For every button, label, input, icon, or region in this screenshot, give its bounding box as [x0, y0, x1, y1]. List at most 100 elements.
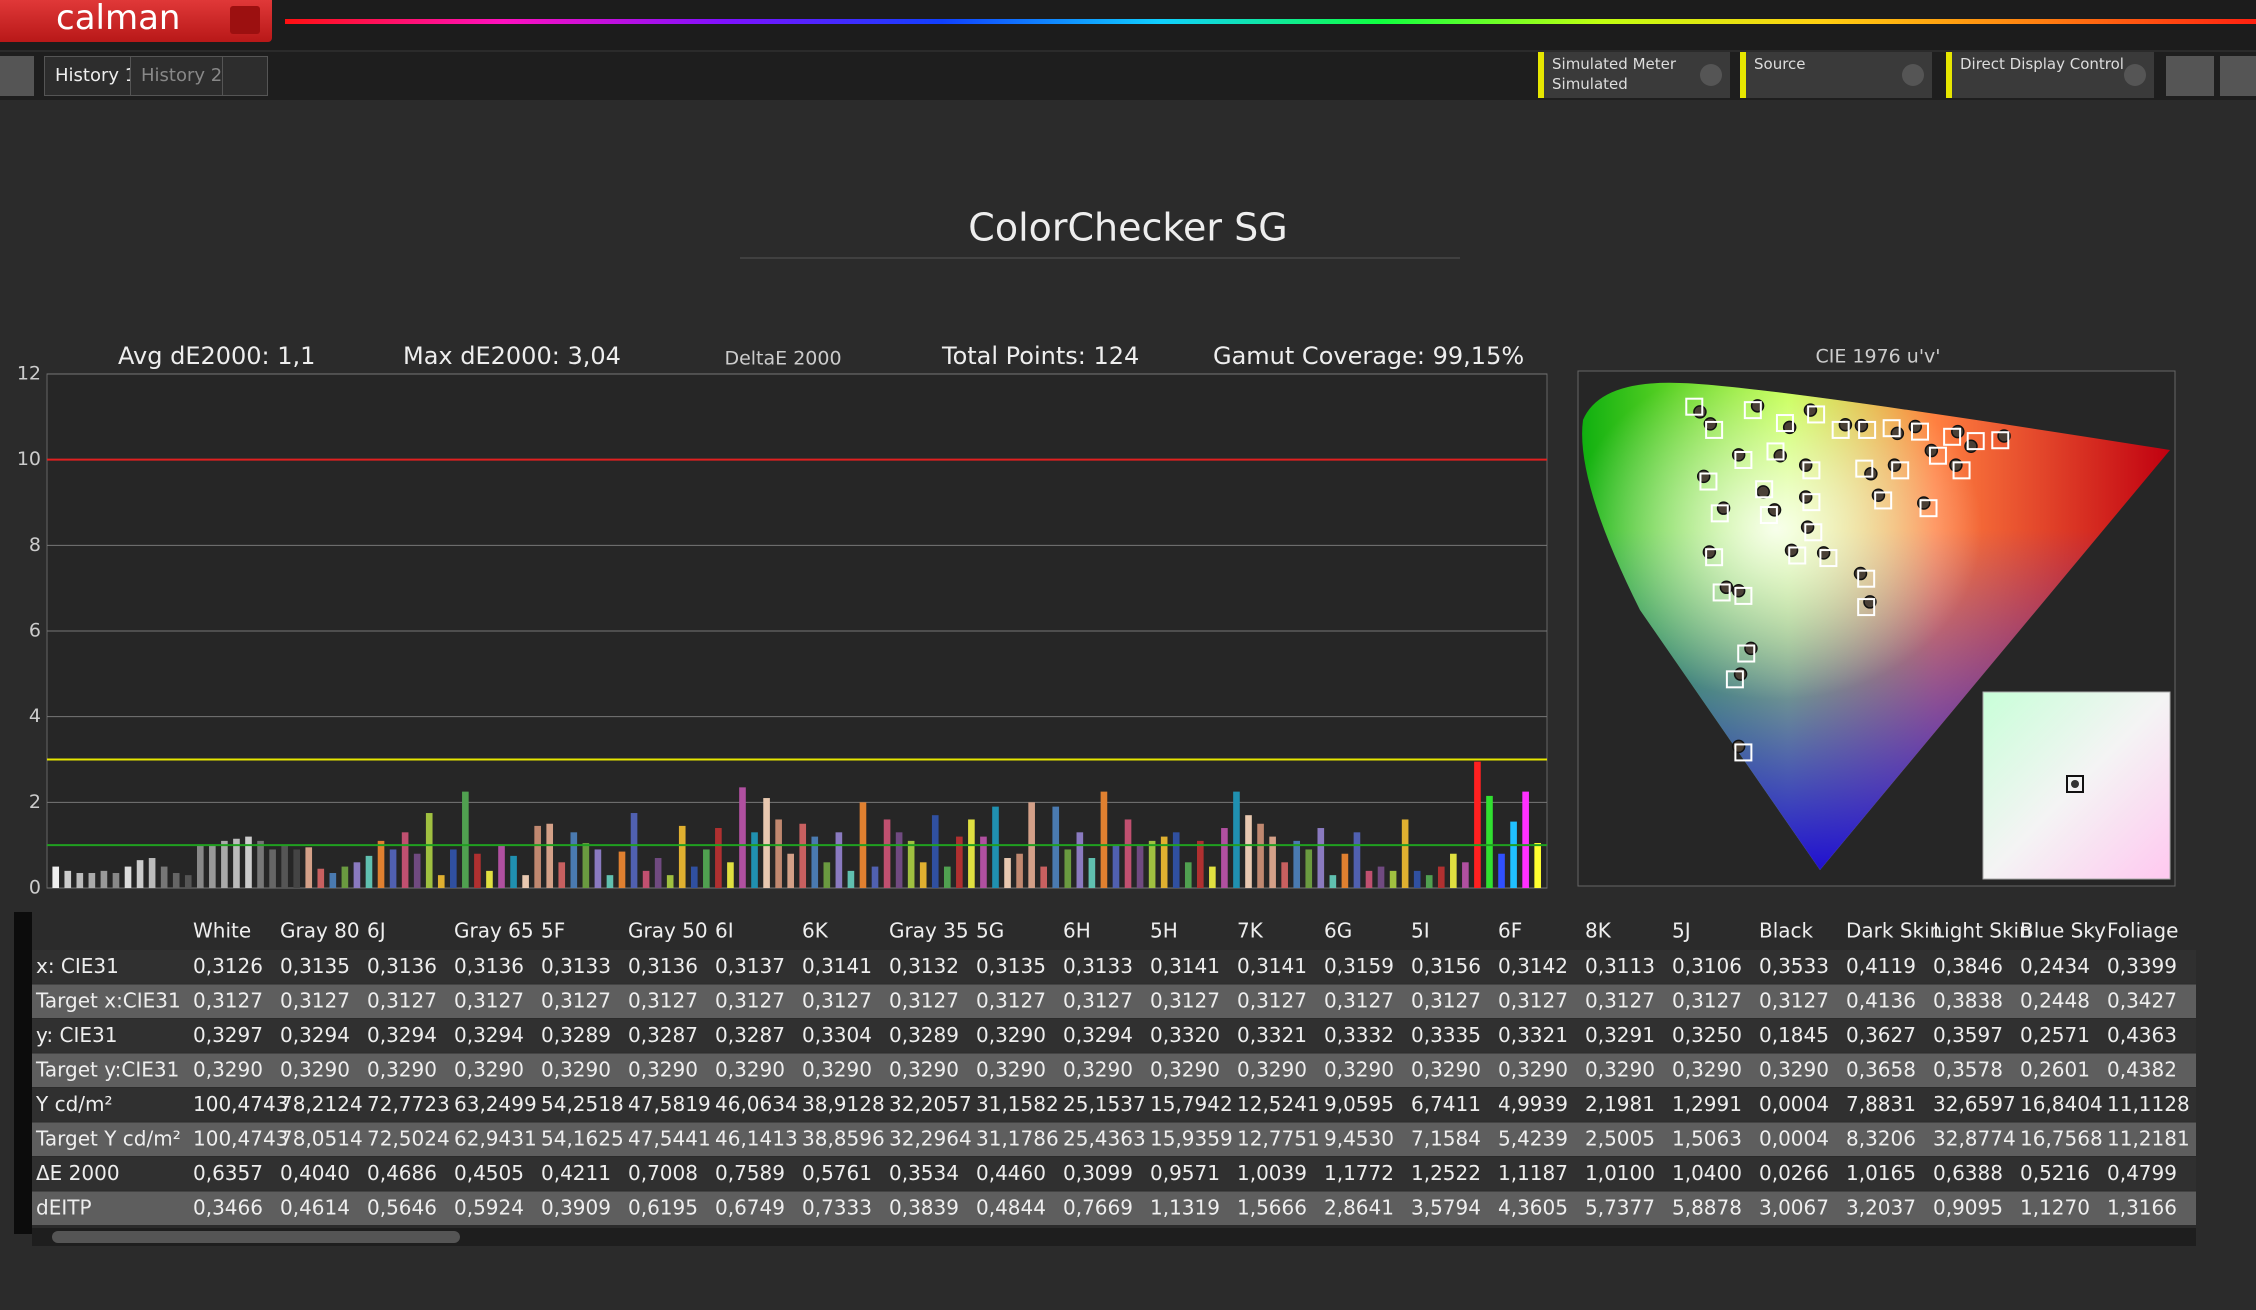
target-point — [1802, 493, 1821, 512]
settings-button[interactable] — [2166, 56, 2214, 96]
cie-title: CIE 1976 u'v' — [1815, 346, 1940, 368]
source-dropdown[interactable]: Source — [1740, 52, 1932, 98]
bar — [1160, 836, 1168, 888]
bar — [775, 819, 782, 888]
table-cell: 0,4844 — [976, 1195, 1046, 1219]
scrollbar[interactable] — [32, 1228, 2196, 1246]
bar — [739, 787, 746, 888]
bar — [389, 849, 397, 888]
bar — [1112, 845, 1120, 888]
table-cell: 0,4363 — [2107, 1023, 2177, 1047]
table-cell: 0,3427 — [2107, 988, 2177, 1012]
app-logo[interactable]: calman — [0, 0, 272, 42]
bar — [196, 845, 204, 888]
target-point — [1804, 523, 1823, 542]
menu-arrow[interactable] — [230, 6, 260, 34]
y-tick-label: 8 — [29, 534, 41, 556]
table-cell: 0,3290 — [1498, 1057, 1568, 1081]
table-cell: 1,1187 — [1498, 1161, 1568, 1185]
bar — [763, 798, 770, 888]
table-cell: 1,3166 — [2107, 1195, 2177, 1219]
table-cell: 0,3133 — [541, 954, 611, 978]
y-tick-label: 2 — [29, 791, 41, 813]
tab[interactable]: History 2 — [130, 56, 234, 96]
measured-point — [1784, 543, 1799, 558]
target-point — [1734, 743, 1753, 762]
table-cell: 54,2518 — [541, 1092, 624, 1116]
table-cell: 0,3287 — [715, 1023, 785, 1047]
table-cell: 1,0400 — [1672, 1161, 1742, 1185]
bar — [534, 825, 541, 888]
row-label: Target x:CIE31 — [35, 988, 181, 1012]
table-cell: 0,3133 — [1063, 954, 1133, 978]
table-cell: 3,0067 — [1759, 1195, 1829, 1219]
table-cell: 0,6388 — [1933, 1161, 2003, 1185]
table-cell: 0,3127 — [976, 988, 1046, 1012]
measured-point — [1887, 458, 1902, 472]
column-header: Gray 50 — [628, 919, 708, 943]
table-cell: 0,3290 — [1585, 1057, 1655, 1081]
bar — [293, 849, 301, 888]
display-dropdown[interactable]: Direct Display Control — [1946, 52, 2154, 98]
bar — [365, 855, 373, 888]
table-cell: 0,3127 — [889, 988, 959, 1012]
bar — [799, 823, 807, 888]
bar — [88, 873, 96, 888]
table-cell: 4,3605 — [1498, 1195, 1568, 1219]
table-cell: 0,3137 — [715, 954, 785, 978]
table-cell: 0,2571 — [2020, 1023, 2090, 1047]
target-point — [1712, 583, 1731, 602]
bar — [811, 836, 819, 888]
target-point — [1943, 427, 1962, 446]
bar — [341, 866, 349, 888]
bar — [715, 828, 722, 888]
table-cell: 0,3627 — [1846, 1023, 1916, 1047]
data-table: White Gray 80 6J Gray 65 5F Gray 50 6I 6K Gray 3… — [32, 919, 2196, 1225]
target-point — [1759, 506, 1778, 525]
table-cell: 0,3290 — [1759, 1057, 1829, 1081]
table-cell: 0,3290 — [1411, 1057, 1481, 1081]
row-label: Target Y cd/m² — [35, 1126, 181, 1150]
play-button[interactable] — [0, 56, 34, 96]
bar — [1510, 821, 1517, 888]
bar — [546, 823, 554, 888]
table-cell: 31,1582 — [976, 1092, 1059, 1116]
table-cell: 78,0514 — [280, 1126, 363, 1150]
bar — [474, 853, 481, 888]
table-row — [32, 1122, 2196, 1156]
bar — [919, 862, 927, 888]
table-cell: 62,9431 — [454, 1126, 537, 1150]
table-cell: 0,6195 — [628, 1195, 698, 1219]
table-cell: 1,5063 — [1672, 1126, 1742, 1150]
column-header: Black — [1759, 919, 1814, 943]
bar — [1365, 870, 1373, 888]
bar — [136, 860, 144, 888]
table-cell: 0,3838 — [1933, 988, 2003, 1012]
table-cell: 0,3127 — [541, 988, 611, 1012]
table-cell: 0,2601 — [2020, 1057, 2090, 1081]
bar — [751, 832, 758, 888]
scroll-thumb[interactable] — [52, 1231, 460, 1243]
table-cell: 5,8878 — [1672, 1195, 1742, 1219]
table-cell: 0,7008 — [628, 1161, 698, 1185]
collapse-button[interactable] — [2220, 56, 2256, 96]
bar — [1016, 853, 1023, 888]
y-tick-label: 0 — [29, 877, 41, 899]
table-cell: 32,2057 — [889, 1092, 972, 1116]
table-cell: 0,3533 — [1759, 954, 1829, 978]
meter-dropdown[interactable]: Simulated Meter Simulated — [1538, 52, 1730, 98]
table-cell: 0,4382 — [2107, 1057, 2177, 1081]
table-cell: 0,3127 — [1063, 988, 1133, 1012]
table-cell: 72,5024 — [367, 1126, 450, 1150]
measured-point — [1853, 566, 1868, 581]
table-cell: 1,1270 — [2020, 1195, 2090, 1219]
target-point — [1685, 397, 1704, 416]
column-header: 6K — [802, 919, 829, 943]
bar — [437, 875, 445, 888]
column-header: Gray 65 — [454, 919, 534, 943]
add-tab[interactable] — [222, 56, 268, 96]
target-point — [1788, 546, 1807, 565]
bar — [1197, 840, 1204, 888]
target-point — [1705, 548, 1724, 567]
target-point — [1802, 461, 1821, 480]
